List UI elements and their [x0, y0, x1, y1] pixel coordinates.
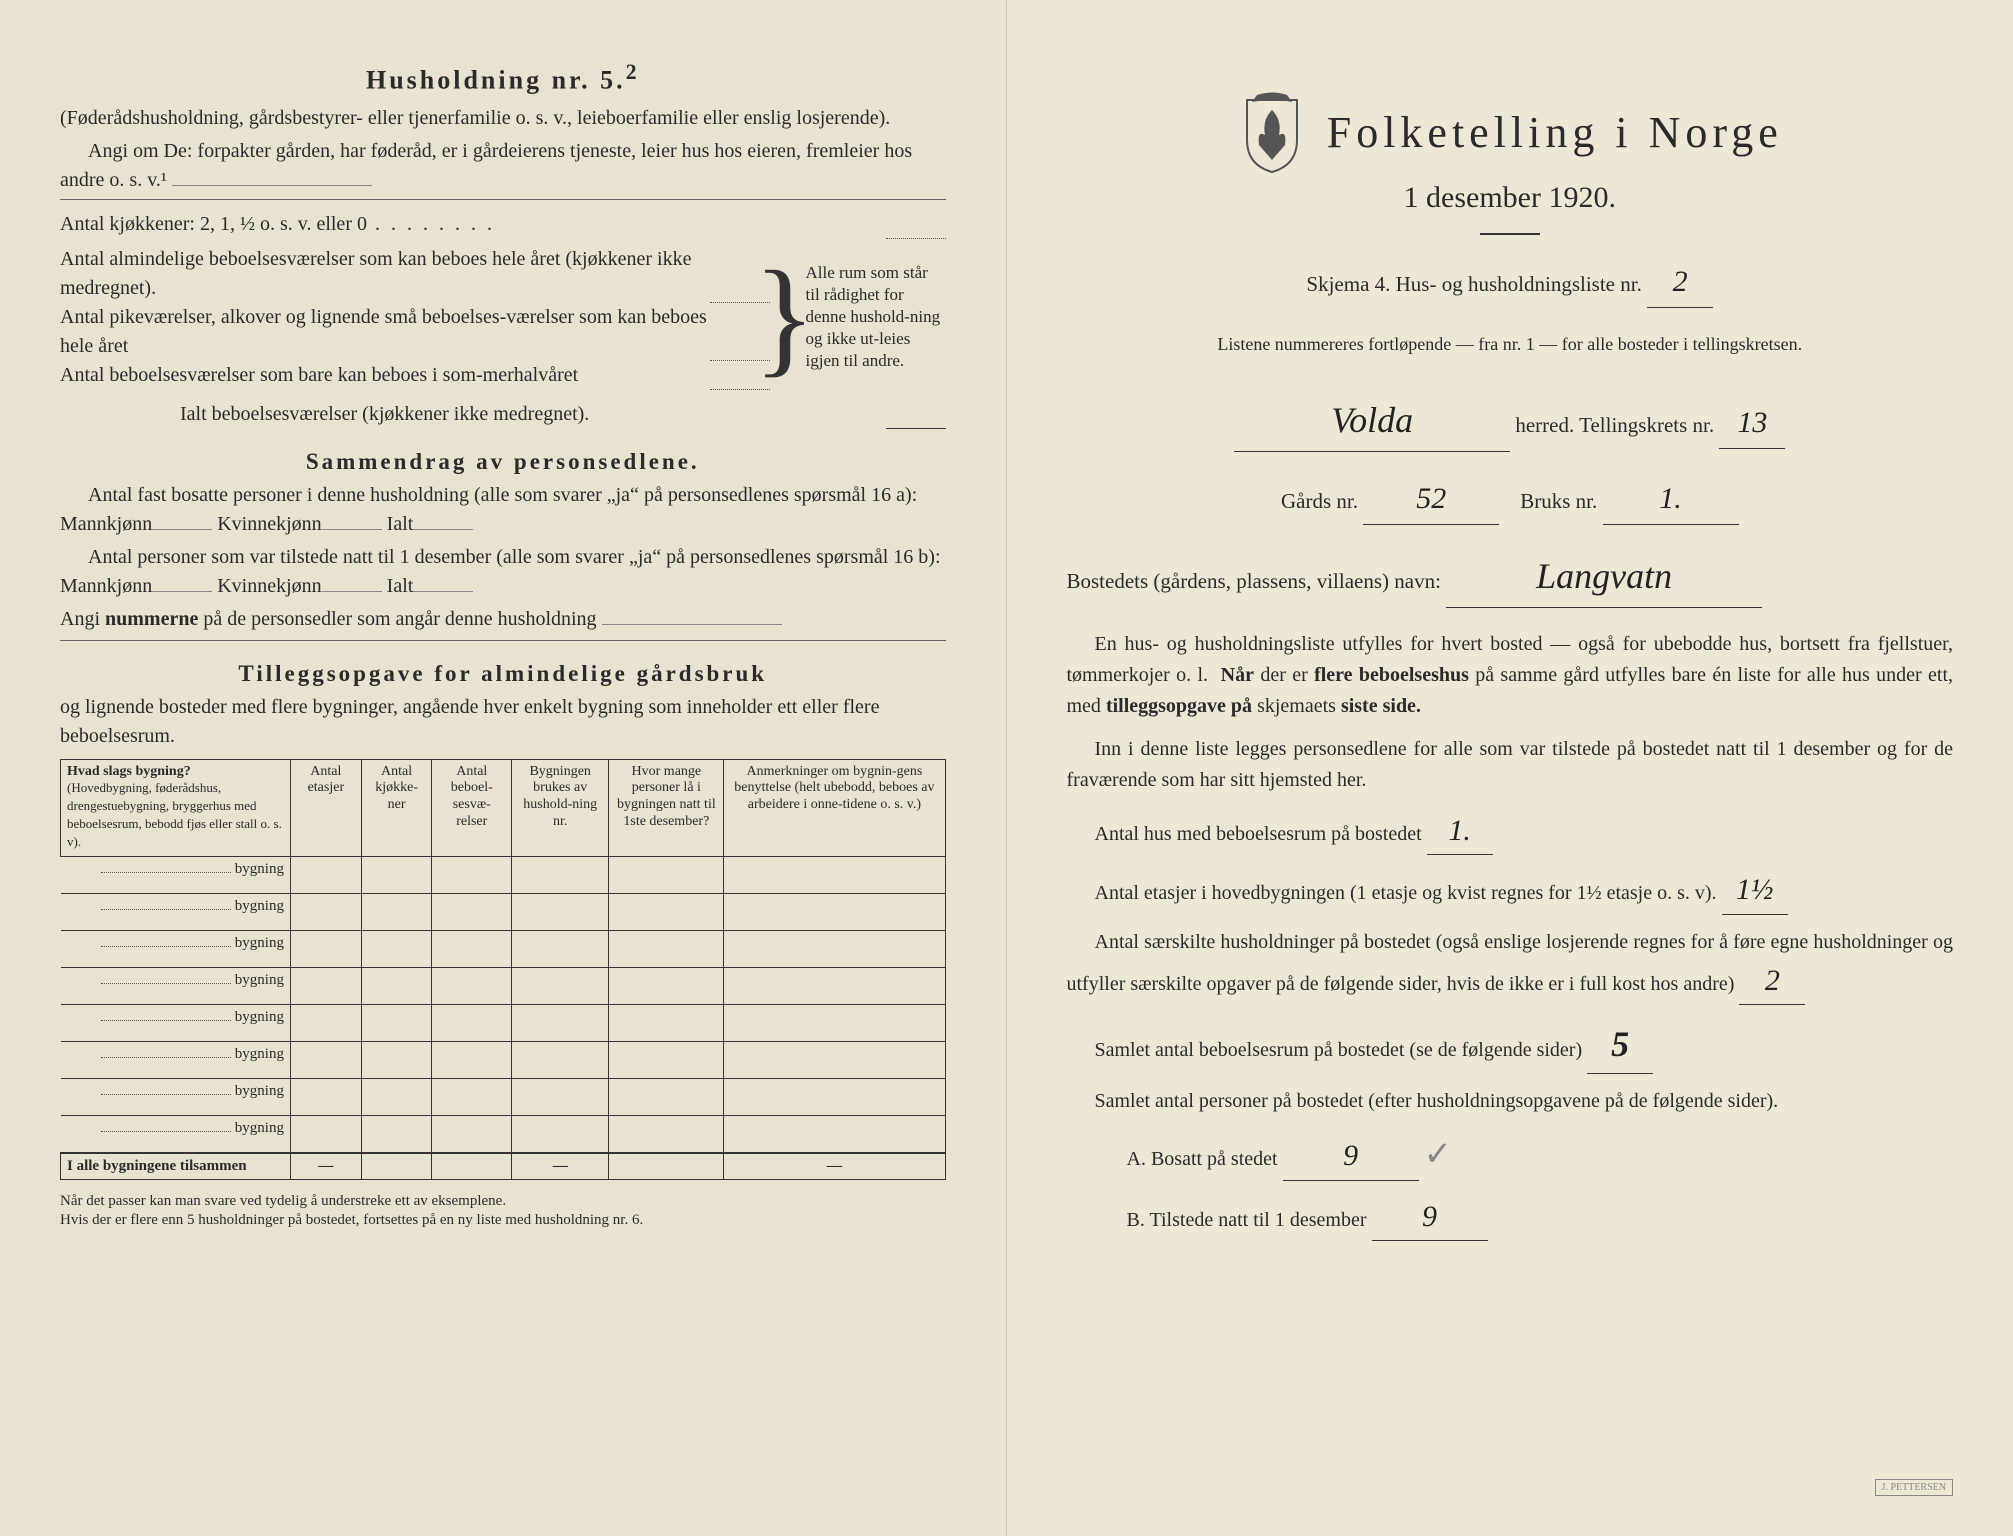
th-brukes: Bygningen brukes av hushold-ning nr. — [512, 759, 609, 856]
checkmark-icon: ✓ — [1424, 1136, 1453, 1173]
antal-etasjer-line: Antal etasjer i hovedbygningen (1 etasje… — [1067, 867, 1954, 915]
gards-line: Gårds nr. 52 Bruks nr. 1. — [1067, 473, 1954, 525]
a-value: 9 — [1283, 1133, 1419, 1181]
document-spread: Husholdning nr. 5.2 (Føderådshusholdning… — [0, 0, 2013, 1536]
antal-hus-value: 1. — [1427, 808, 1493, 856]
para1: En hus- og husholdningsliste utfylles fo… — [1067, 629, 1954, 722]
listene-line: Listene nummereres fortløpende — fra nr.… — [1067, 329, 1954, 360]
angi-line: Angi om De: forpakter gården, har føderå… — [60, 137, 946, 195]
intro-paren: (Føderådshusholdning, gårdsbestyrer- ell… — [60, 104, 946, 133]
th-bygning: Hvad slags bygning?(Hovedbygning, føderå… — [61, 759, 291, 856]
tellingskrets-nr: 13 — [1719, 397, 1785, 449]
tillegg-intro: og lignende bosteder med flere bygninger… — [60, 693, 946, 751]
antal-saerskilte-value: 2 — [1739, 958, 1805, 1006]
th-beboelse: Antal beboel-sesvæ-relser — [432, 759, 512, 856]
right-page: Folketelling i Norge 1 desember 1920. Sk… — [1007, 0, 2013, 1536]
crest-icon — [1237, 90, 1307, 175]
table-row: bygning — [61, 967, 946, 1004]
herred-line: Volda herred. Tellingskrets nr. 13 — [1067, 390, 1954, 452]
bygning-table: Hvad slags bygning?(Hovedbygning, føderå… — [60, 759, 946, 1180]
right-header: Folketelling i Norge — [1067, 90, 1954, 175]
sammendrag-title: Sammendrag av personsedlene. — [60, 449, 946, 475]
husholdning-title: Husholdning nr. 5.2 — [60, 60, 946, 96]
ialt-line: Ialt beboelsesværelser (kjøkkener ikke m… — [60, 400, 946, 429]
table-row: bygning — [61, 1041, 946, 1078]
b-value: 9 — [1372, 1194, 1488, 1242]
divider — [1480, 233, 1540, 235]
census-date: 1 desember 1920. — [1067, 181, 1954, 215]
antal-saerskilte-line: Antal særskilte husholdninger på bostede… — [1067, 927, 1954, 1006]
skjema-nr-value: 2 — [1647, 256, 1713, 308]
bruks-nr: 1. — [1603, 473, 1739, 525]
antal-etasjer-value: 1½ — [1722, 867, 1788, 915]
bosted-value: Langvatn — [1446, 546, 1762, 608]
bosted-line: Bostedets (gårdens, plassens, villaens) … — [1067, 546, 1954, 608]
th-kjokkener: Antal kjøkke-ner — [361, 759, 432, 856]
th-etasjer: Antal etasjer — [290, 759, 361, 856]
tilstede-b-line: B. Tilstede natt til 1 desember 9 — [1067, 1194, 1954, 1242]
table-row: bygning — [61, 930, 946, 967]
gards-nr: 52 — [1363, 473, 1499, 525]
brace-icon: } — [770, 245, 800, 390]
th-personer: Hvor mange personer lå i bygningen natt … — [609, 759, 724, 856]
table-row: bygning — [61, 1004, 946, 1041]
left-page: Husholdning nr. 5.2 (Føderådshusholdning… — [0, 0, 1007, 1536]
tillegg-title: Tilleggsopgave for almindelige gårdsbruk — [60, 661, 946, 687]
sammendrag-p2: Antal personer som var tilstede natt til… — [60, 543, 946, 601]
printer-stamp: J. PETTERSEN — [1875, 1479, 1953, 1496]
footnote: Når det passer kan man svare ved tydelig… — [60, 1192, 946, 1231]
table-row: bygning — [61, 893, 946, 930]
para2: Inn i denne liste legges personsedlene f… — [1067, 734, 1954, 796]
table-row: bygning — [61, 856, 946, 893]
herred-value: Volda — [1234, 390, 1510, 452]
th-anmerk: Anmerkninger om bygnin-gens benyttelse (… — [724, 759, 945, 856]
kjokkener-line: Antal kjøkkener: 2, 1, ½ o. s. v. eller … — [60, 210, 946, 239]
brace-block: Antal almindelige beboelsesværelser som … — [60, 245, 946, 390]
table-row: bygning — [61, 1115, 946, 1153]
angi-nummerne: Angi nummerne på de personsedler som ang… — [60, 605, 946, 634]
skjema-line: Skjema 4. Hus- og husholdningsliste nr. … — [1067, 256, 1954, 308]
samlet-personer-line: Samlet antal personer på bostedet (efter… — [1067, 1086, 1954, 1117]
samlet-beboelse-line: Samlet antal beboelsesrum på bostedet (s… — [1067, 1017, 1954, 1074]
antal-hus-line: Antal hus med beboelsesrum på bostedet 1… — [1067, 808, 1954, 856]
page-title: Folketelling i Norge — [1327, 107, 1783, 158]
bosatt-a-line: A. Bosatt på stedet 9 ✓ — [1067, 1129, 1954, 1182]
samlet-beboelse-value: 5 — [1587, 1017, 1653, 1074]
sammendrag-p1: Antal fast bosatte personer i denne hush… — [60, 481, 946, 539]
table-row: bygning — [61, 1078, 946, 1115]
table-total-row: I alle bygningene tilsammen — — — — [61, 1153, 946, 1180]
